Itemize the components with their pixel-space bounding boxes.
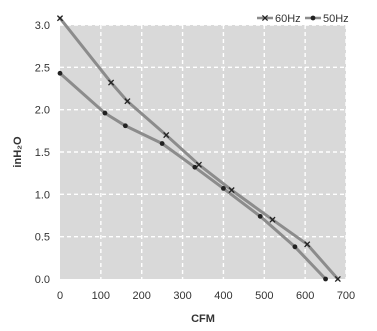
data-point-60hz xyxy=(124,98,131,105)
legend-marker-60hz xyxy=(261,14,269,22)
data-point-50hz xyxy=(323,276,328,282)
y-tick-label: 2.5 xyxy=(35,62,50,74)
y-tick-label: 0.5 xyxy=(35,232,50,244)
data-point-50hz xyxy=(57,70,63,76)
y-tick-label: 2.0 xyxy=(35,105,50,117)
legend-label-50hz: 50Hz xyxy=(323,13,349,25)
legend-label-60hz: 60Hz xyxy=(275,13,301,25)
x-tick-label: 0 xyxy=(57,290,63,302)
data-point-60hz xyxy=(228,187,235,194)
y-tick-label: 3.0 xyxy=(35,20,50,32)
legend-item-50hz: 50Hz xyxy=(305,13,349,25)
data-point-60hz xyxy=(108,79,115,86)
y-tick-label: 1.0 xyxy=(35,189,50,201)
y-tick-label: 1.5 xyxy=(35,147,50,159)
legend: 60Hz 50Hz xyxy=(257,13,349,25)
legend-marker-60hz xyxy=(261,14,269,22)
y-axis-label: inH₂O xyxy=(12,136,24,168)
data-point-50hz xyxy=(122,123,128,129)
tick-labels: 0 100 200 300 400 500 600 700 0.0 0.5 1.0 1.5 2.0 2.5… xyxy=(35,20,355,302)
x-tick-label: 700 xyxy=(337,290,355,302)
data-point-60hz xyxy=(56,15,64,22)
data-point-60hz xyxy=(304,241,311,248)
data-point-60hz xyxy=(163,132,170,139)
data-point-60hz xyxy=(195,161,202,168)
x-tick-label: 300 xyxy=(173,290,191,302)
x-axis-label: CFM xyxy=(191,313,215,325)
series-markers xyxy=(56,15,341,283)
y-tick-label: 0.0 xyxy=(35,274,50,286)
legend-item-60hz: 60Hz xyxy=(257,13,301,25)
data-point-50hz xyxy=(159,141,165,146)
legend-marker-50hz xyxy=(310,15,316,21)
data-point-50hz xyxy=(102,110,108,116)
data-point-50hz xyxy=(221,186,226,191)
grid-lines xyxy=(60,24,347,279)
x-tick-label: 100 xyxy=(92,290,110,302)
data-point-50hz xyxy=(192,164,198,170)
data-point-50hz xyxy=(257,213,263,219)
data-point-60hz xyxy=(269,216,276,223)
data-point-60hz xyxy=(334,275,341,283)
x-tick-label: 200 xyxy=(133,290,151,302)
x-tick-label: 400 xyxy=(214,290,232,302)
data-point-50hz xyxy=(292,244,298,250)
x-tick-label: 600 xyxy=(296,290,314,302)
x-tick-label: 500 xyxy=(255,290,273,302)
legend-marker-50hz xyxy=(310,15,316,21)
